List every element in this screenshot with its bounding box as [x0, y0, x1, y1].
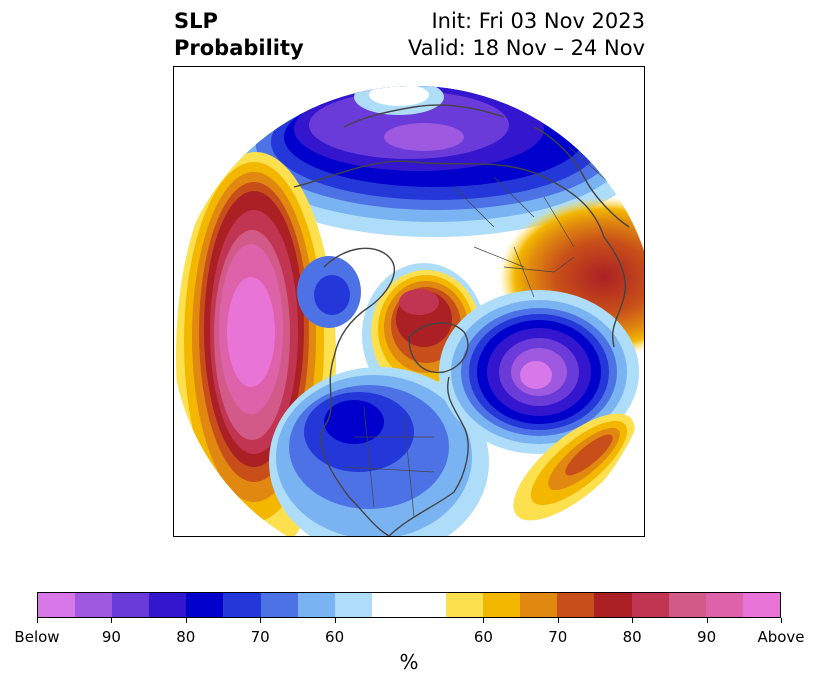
colorbar [37, 592, 781, 618]
colorbar-segment [297, 593, 335, 617]
colorbar-tick-mark [557, 618, 559, 623]
colorbar-tick-label: 60 [473, 628, 493, 646]
probability-field [174, 86, 644, 536]
colorbar-segment [408, 593, 447, 617]
valid-period: Valid: 18 Nov – 24 Nov [408, 36, 645, 60]
colorbar-segment [483, 593, 521, 617]
colorbar-tick-label: 60 [325, 628, 345, 646]
colorbar-segment [112, 593, 150, 617]
colorbar-segment [446, 593, 484, 617]
colorbar-segment [260, 593, 298, 617]
colorbar-tick-mark [260, 618, 262, 623]
colorbar-tick-mark [483, 618, 485, 623]
colorbar-segment [594, 593, 632, 617]
colorbar-tick-label: Above [757, 628, 805, 646]
colorbar-segment [668, 593, 706, 617]
positive-anomaly-east-atlantic [513, 413, 635, 521]
colorbar-segment [75, 593, 113, 617]
colorbar-segment [186, 593, 224, 617]
init-date: Init: Fri 03 Nov 2023 [431, 9, 645, 33]
coastlines [293, 104, 630, 536]
colorbar-segment [371, 593, 409, 617]
title-variable: SLP [174, 9, 218, 33]
colorbar-unit: % [399, 650, 419, 674]
title-product: Probability [174, 36, 304, 60]
colorbar-segment [557, 593, 595, 617]
colorbar-tick-mark [185, 618, 187, 623]
colorbar-tick-mark [706, 618, 708, 623]
probability-map [174, 86, 644, 536]
map-panel [173, 66, 645, 537]
colorbar-tick-mark [111, 618, 113, 623]
negative-anomaly-north-america [269, 256, 489, 536]
title-left: SLP Probability [174, 8, 304, 62]
colorbar-segment [223, 593, 261, 617]
colorbar-tick-label: 70 [548, 628, 568, 646]
title-right: Init: Fri 03 Nov 2023 Valid: 18 Nov – 24… [408, 8, 645, 62]
colorbar-segment [742, 593, 780, 617]
colorbar-tick-mark [334, 618, 336, 623]
colorbar-tick-label: 80 [176, 628, 196, 646]
colorbar-segment [631, 593, 669, 617]
colorbar-tick-label: 70 [250, 628, 270, 646]
colorbar-tick-label: 90 [101, 628, 121, 646]
colorbar-tick-label: Below [14, 628, 60, 646]
negative-anomaly-atlantic [439, 290, 639, 454]
colorbar-segment [705, 593, 743, 617]
colorbar-tick-mark [37, 618, 38, 623]
colorbar-tick-label: 90 [697, 628, 717, 646]
colorbar-segment [149, 593, 187, 617]
colorbar-tick-mark [781, 618, 782, 623]
colorbar-tick-mark [632, 618, 634, 623]
colorbar-tick-label: 80 [622, 628, 642, 646]
colorbar-segment [38, 593, 76, 617]
colorbar-segment [520, 593, 558, 617]
colorbar-segment [334, 593, 372, 617]
